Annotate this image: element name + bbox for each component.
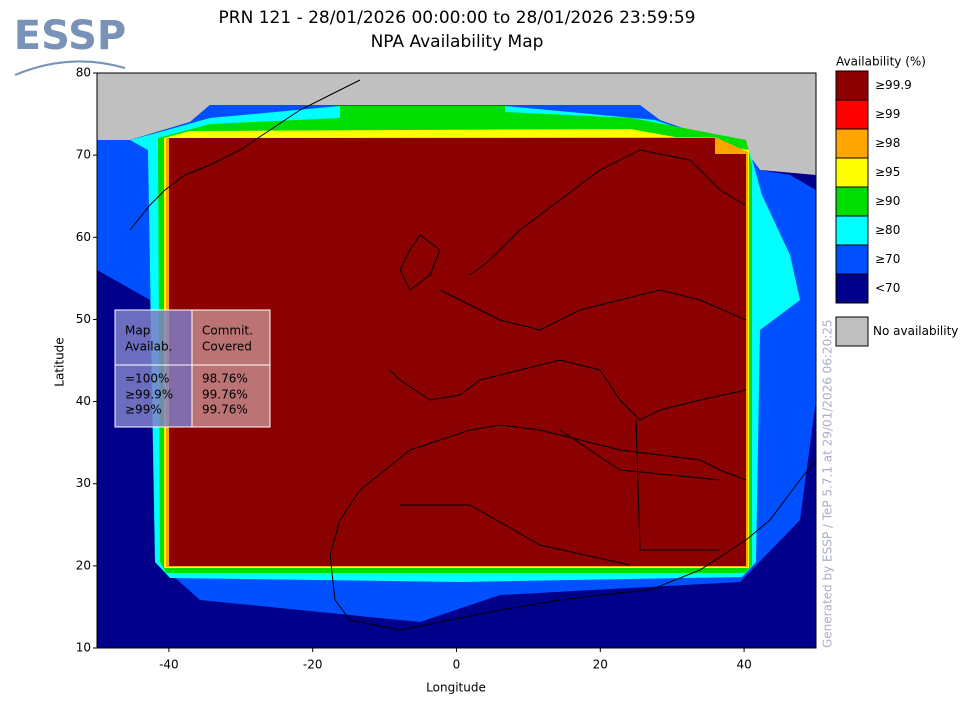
y-tick-label: 30 bbox=[76, 476, 91, 490]
y-axis-label: Latitude bbox=[53, 337, 67, 386]
coastline bbox=[129, 79, 747, 566]
region-ge99-9 bbox=[169, 138, 746, 566]
legend-swatch bbox=[835, 70, 869, 101]
legend-label: ≥70 bbox=[875, 252, 900, 266]
legend-swatch bbox=[835, 215, 869, 246]
africa-coast bbox=[329, 459, 817, 631]
table-cell: ≥99% bbox=[125, 403, 162, 417]
legend-label: ≥90 bbox=[875, 194, 900, 208]
table-cell: =100% bbox=[125, 372, 169, 386]
legend-label: ≥80 bbox=[875, 223, 900, 237]
legend-title: Availability (%) bbox=[836, 55, 926, 69]
y-tick-label: 70 bbox=[76, 148, 91, 162]
table-cell: 98.76% bbox=[202, 372, 248, 386]
x-axis-label: Longitude bbox=[426, 681, 486, 695]
map-area bbox=[96, 72, 817, 649]
table-col-2 bbox=[191, 309, 271, 428]
table-header: Availab. bbox=[125, 340, 172, 354]
x-tick-label: 0 bbox=[453, 658, 461, 672]
x-tick-label: -40 bbox=[159, 658, 179, 672]
chart-subtitle: NPA Availability Map bbox=[371, 32, 544, 52]
y-tick-label: 50 bbox=[76, 312, 91, 326]
legend-label: ≥98 bbox=[875, 136, 900, 150]
legend-swatch bbox=[835, 157, 869, 188]
logo-arc bbox=[14, 60, 126, 76]
legend-swatch bbox=[835, 99, 869, 130]
legend-label: <70 bbox=[875, 281, 900, 295]
x-tick-label: 20 bbox=[593, 658, 608, 672]
legend-swatch bbox=[835, 273, 869, 304]
legend-label: ≥95 bbox=[875, 165, 900, 179]
legend-swatch bbox=[835, 128, 869, 159]
y-tick-label: 40 bbox=[76, 394, 91, 408]
y-tick-label: 80 bbox=[76, 66, 91, 80]
legend-label: ≥99.9 bbox=[875, 78, 912, 92]
legend-swatch bbox=[835, 316, 869, 347]
y-tick-label: 10 bbox=[76, 641, 91, 655]
table-cell: 99.76% bbox=[202, 403, 248, 417]
stats-table: Map Availab. Commit. Covered =100% ≥99.9… bbox=[114, 309, 271, 428]
legend-label: No availability bbox=[873, 324, 958, 338]
table-cell: ≥99.9% bbox=[125, 388, 173, 402]
table-header: Commit. bbox=[202, 324, 253, 338]
legend-swatch bbox=[835, 186, 869, 217]
chart-title: PRN 121 - 28/01/2026 00:00:00 to 28/01/2… bbox=[219, 8, 696, 28]
table-header: Covered bbox=[202, 340, 252, 354]
legend-label: ≥99 bbox=[875, 107, 900, 121]
table-header: Map bbox=[125, 324, 150, 338]
credit: Generated by ESSP / TeP 5.7.1 at 29/01/2… bbox=[821, 319, 835, 648]
x-tick-label: 40 bbox=[736, 658, 751, 672]
y-tick-label: 20 bbox=[76, 558, 91, 572]
table-cell: 99.76% bbox=[202, 388, 248, 402]
legend-swatch bbox=[835, 244, 869, 275]
logo: ESSP bbox=[14, 13, 126, 59]
x-tick-label: -20 bbox=[303, 658, 323, 672]
y-tick-label: 60 bbox=[76, 230, 91, 244]
